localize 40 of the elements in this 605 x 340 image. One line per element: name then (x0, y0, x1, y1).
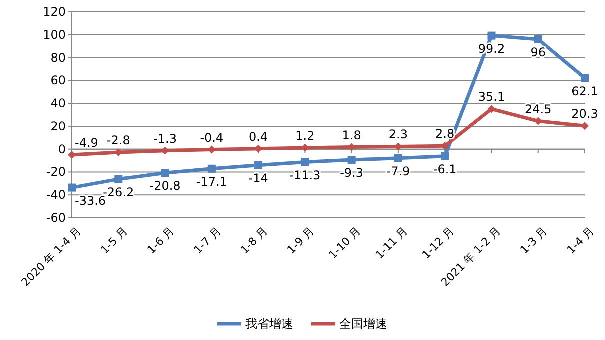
data-label: 0.4 (249, 130, 268, 144)
data-label: -9.3 (340, 166, 364, 180)
data-label: -17.1 (196, 174, 228, 189)
data-label: -0.4 (200, 130, 224, 145)
y-tick-label: 80 (50, 50, 66, 65)
data-label: 1.2 (296, 128, 315, 143)
x-tick-label: 1-5 月 (98, 224, 130, 257)
data-label: -26.2 (103, 185, 134, 200)
data-label: -14 (248, 171, 268, 186)
data-label: 96 (530, 45, 546, 60)
data-label: -11.3 (290, 168, 321, 182)
y-tick-label: 40 (50, 96, 66, 111)
legend-label: 全国增速 (340, 317, 388, 331)
data-label: -4.9 (75, 136, 98, 150)
x-tick-label: 1-4 月 (564, 224, 597, 257)
data-label: 1.8 (342, 128, 362, 142)
x-tick-label: 1-8 月 (238, 224, 270, 257)
data-label: -20.8 (150, 179, 181, 194)
y-tick-label: 60 (50, 74, 66, 88)
y-tick-label: 100 (43, 28, 66, 42)
x-tick-label: 1-7 月 (192, 224, 224, 257)
x-tick-label: 1-6 月 (144, 224, 178, 257)
data-label: -7.9 (386, 164, 410, 178)
data-label: 62.1 (572, 84, 598, 98)
y-tick-label: -60 (46, 211, 66, 225)
x-tick-label: 1-3 月 (518, 224, 550, 257)
legend-label: 我省增速 (246, 317, 294, 331)
data-label: -6.1 (433, 162, 457, 176)
data-label: -1.3 (154, 132, 177, 146)
y-tick-label: 0 (58, 142, 66, 156)
y-tick-label: 120 (43, 5, 66, 19)
y-tick-label: 20 (50, 119, 66, 134)
data-label: -2.8 (106, 134, 130, 148)
data-label: 24.5 (525, 102, 552, 116)
x-tick-label: 1-9 月 (284, 224, 317, 257)
data-label: 2.3 (388, 128, 408, 142)
y-tick-label: -40 (46, 188, 66, 202)
y-tick-label: -20 (46, 165, 66, 180)
data-label: 35.1 (478, 90, 506, 104)
data-label: 20.3 (572, 107, 598, 122)
